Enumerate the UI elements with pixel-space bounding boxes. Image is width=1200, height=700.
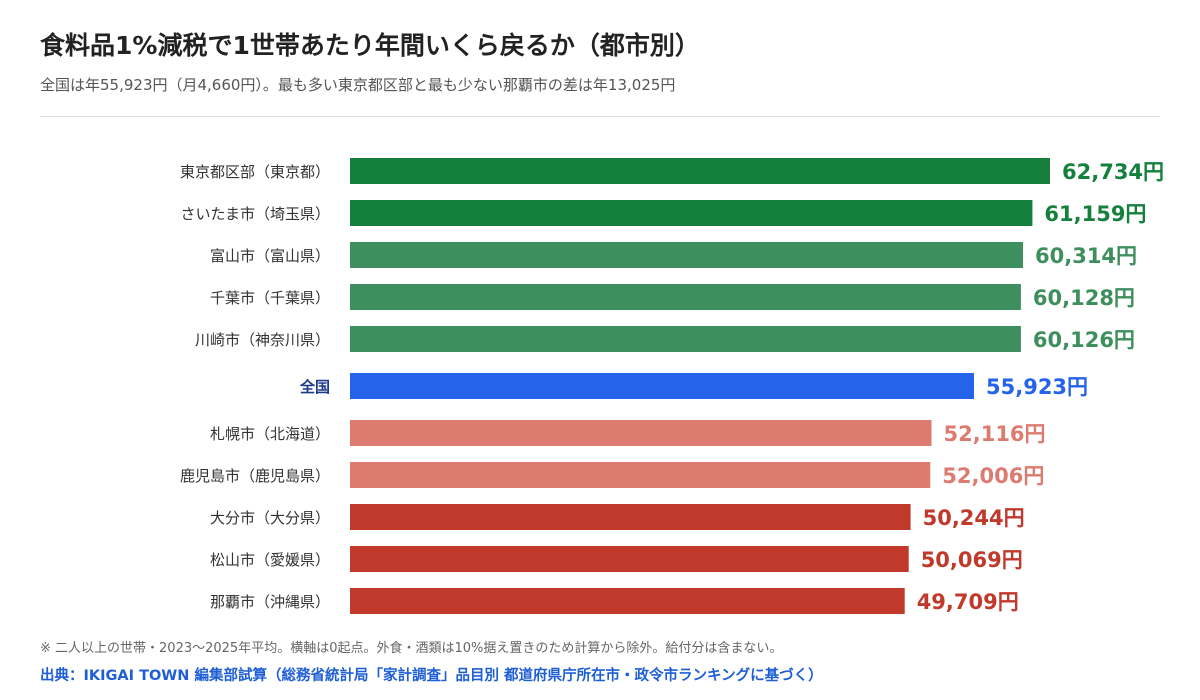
bar <box>350 420 932 446</box>
category-label: 東京都区部（東京都） <box>180 163 330 181</box>
category-label: 那覇市（沖縄県） <box>210 593 330 611</box>
value-label: 49,709円 <box>917 590 1019 614</box>
footnote: ※ 二人以上の世帯・2023〜2025年平均。横軸は0起点。外食・酒類は10%据… <box>40 641 783 656</box>
value-label: 52,116円 <box>944 422 1046 446</box>
bar <box>350 373 974 399</box>
source-citation: 出典：IKIGAI TOWN 編集部試算（総務省統計局「家計調査」品目別 都道府… <box>40 668 823 684</box>
bar <box>350 284 1021 310</box>
bar <box>350 462 931 488</box>
category-label: 千葉市（千葉県） <box>210 289 330 307</box>
value-label: 60,126円 <box>1033 328 1135 352</box>
value-label: 62,734円 <box>1062 160 1164 184</box>
category-label: 札幌市（北海道） <box>210 425 330 443</box>
value-label: 61,159円 <box>1044 202 1146 226</box>
value-label: 50,244円 <box>923 506 1025 530</box>
bar <box>350 546 909 572</box>
value-label: 52,006円 <box>942 464 1044 488</box>
value-label: 60,128円 <box>1033 286 1135 310</box>
bar <box>350 200 1033 226</box>
bar <box>350 588 905 614</box>
category-label: 鹿児島市（鹿児島県） <box>180 467 330 485</box>
value-label: 50,069円 <box>921 548 1023 572</box>
bar <box>350 326 1021 352</box>
category-label: 全国 <box>299 378 330 396</box>
category-label: 大分市（大分県） <box>210 509 330 527</box>
value-label: 60,314円 <box>1035 244 1137 268</box>
bar <box>350 158 1050 184</box>
category-label: 川崎市（神奈川県） <box>195 331 330 349</box>
chart-subtitle: 全国は年55,923円（月4,660円）。最も多い東京都区部と最も少ない那覇市の… <box>40 76 676 94</box>
bar <box>350 504 911 530</box>
category-label: さいたま市（埼玉県） <box>180 205 330 223</box>
bar <box>350 242 1023 268</box>
chart-title: 食料品1%減税で1世帯あたり年間いくら戻るか（都市別） <box>40 31 700 60</box>
value-label: 55,923円 <box>986 375 1088 399</box>
category-label: 松山市（愛媛県） <box>210 551 330 569</box>
header-divider <box>40 116 1160 117</box>
category-label: 富山市（富山県） <box>210 247 330 265</box>
